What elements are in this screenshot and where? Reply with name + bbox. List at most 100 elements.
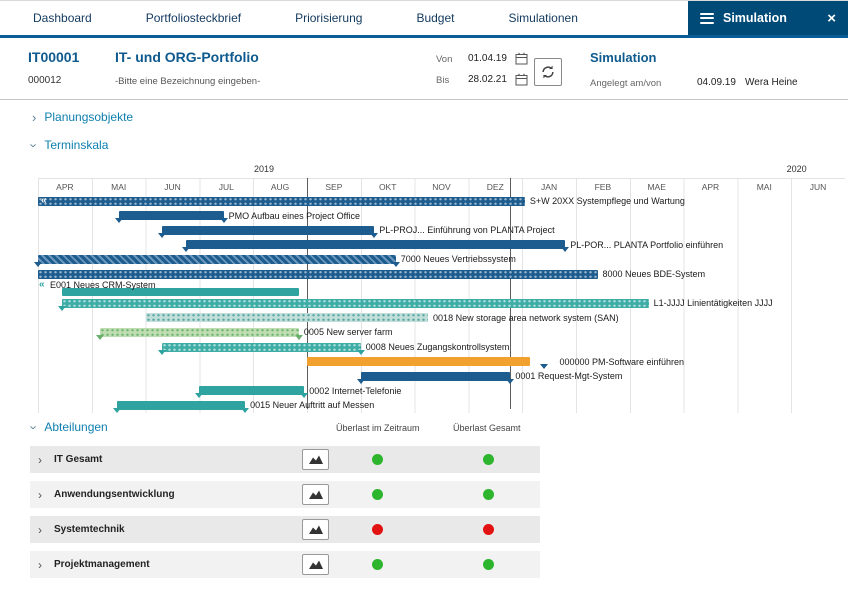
status-dot-red [483,524,494,535]
chart-image-icon [308,490,323,499]
gantt-bar[interactable] [62,298,649,308]
status-dot-green [483,559,494,570]
gantt-rows: S+W 20XX Systempflege und Wartung « PMO Au… [34,178,845,413]
gantt-month-row: APR MAI JUN JUL AUG SEP OKT NOV DEZ JAN FEB MAE APR M… [38,178,845,194]
status-dot-red [372,524,383,535]
portfolio-id: IT00001 [28,49,80,65]
tab-budget[interactable]: Budget [389,1,481,35]
milestone-marker [370,232,379,238]
gantt-bar[interactable] [307,357,531,367]
status-dot-green [483,454,494,465]
department-row: › Anwendungsentwicklung [30,481,540,508]
gantt-bar[interactable] [161,225,375,235]
column-header-ueberlast-zeitraum: Überlast im Zeitraum [336,423,420,433]
month-label: NOV [432,182,451,192]
gantt-bar[interactable] [99,327,299,337]
tab-label: Portfoliosteckbrief [145,11,242,25]
tab-dashboard[interactable]: Dashboard [6,1,119,35]
gantt-task-label: 0018 New storage area network system (SA… [433,312,619,323]
chart-image-icon [308,525,323,534]
milestone-marker [195,393,204,399]
gantt-bar[interactable] [360,371,511,381]
refresh-button[interactable] [534,58,562,86]
status-dot-green [372,454,383,465]
gantt-bar[interactable] [117,400,246,410]
timeline-reference-line [307,178,308,409]
chevron-right-icon[interactable]: › [38,453,42,467]
calendar-icon[interactable] [514,52,528,65]
gantt-bar[interactable] [38,269,598,279]
portfolio-subtitle[interactable]: -Bitte eine Bezeichnung eingeben- [115,76,261,87]
year-label: 2019 [253,164,274,174]
gantt-task-label: 8000 Neues BDE-System [602,269,706,279]
milestone-marker [157,349,166,355]
utilization-chart-button[interactable] [302,484,329,505]
milestone-marker [506,378,515,384]
chevron-right-icon[interactable]: › [32,109,37,125]
gantt-chart: 2019 2020 APR MAI JUN JUL AUG SEP OKT NOV DEZ JAN F… [34,163,845,413]
chevron-down-icon[interactable]: › [26,424,42,430]
tab-label: Priorisierung [295,11,363,25]
section-title: Planungsobjekte [44,110,134,124]
utilization-chart-button[interactable] [302,554,329,575]
tab-priorisierung[interactable]: Priorisierung [268,1,389,35]
milestone-marker [157,232,166,238]
utilization-chart-button[interactable] [302,519,329,540]
section-title: Terminskala [44,138,109,152]
year-label: 2020 [786,164,807,174]
gantt-task-label: PL-POR... PLANTA Portfolio einführen [570,239,724,250]
simulation-title: Simulation [590,50,657,65]
chevron-right-icon[interactable]: › [38,558,42,572]
calendar-icon[interactable] [514,73,528,86]
gantt-bar[interactable] [161,342,361,352]
timeline-reference-line [510,178,512,409]
month-label: OKT [378,182,397,192]
milestone-marker [58,305,67,311]
tab-simulation-active[interactable]: Simulation × [688,1,848,35]
gantt-task-label: 0005 New server farm [303,327,393,338]
gantt-task-label: L1-JJJJ Linientätigkeiten JJJJ [653,298,773,309]
section-abteilungen[interactable]: › Abteilungen [27,420,108,434]
tab-simulationen[interactable]: Simulationen [482,1,605,35]
month-label: JUN [809,182,827,192]
department-label: IT Gesamt [54,454,103,465]
gantt-bar[interactable] [38,254,396,264]
close-icon[interactable]: × [827,9,836,27]
hamburger-menu-icon[interactable] [700,12,714,24]
tab-portfoliosteckbrief[interactable]: Portfoliosteckbrief [119,1,268,35]
portfolio-title: IT- und ORG-Portfolio [115,49,259,65]
chevron-right-icon[interactable]: › [38,523,42,537]
month-label: MAI [111,182,127,192]
department-row: › IT Gesamt [30,446,540,473]
continues-left-icon: « [41,195,47,206]
tab-label: Simulation [723,11,787,25]
month-label: APR [56,182,74,192]
milestone-marker [95,334,104,340]
gantt-task-label: 000000 PM-Software einführen [559,356,685,367]
gantt-task-label: 7000 Neues Vertriebssystem [400,254,516,265]
gantt-bar[interactable] [62,288,299,297]
department-label: Anwendungsentwicklung [54,489,175,500]
section-planungsobjekte[interactable]: › Planungsobjekte [32,110,133,124]
gantt-bar[interactable] [118,211,224,221]
gantt-bar[interactable] [38,196,525,206]
created-by: Wera Heine [745,77,798,88]
gantt-bar[interactable] [145,313,429,323]
bis-date-value[interactable]: 28.02.21 [468,74,507,85]
tab-bar: Dashboard Portfoliosteckbrief Priorisier… [0,0,848,38]
utilization-chart-button[interactable] [302,449,329,470]
section-terminskala[interactable]: › Terminskala [27,138,109,152]
tab-label: Budget [416,11,455,25]
chevron-right-icon[interactable]: › [38,488,42,502]
gantt-bar[interactable] [199,386,305,396]
tab-label: Simulationen [508,11,578,25]
department-row: › Projektmanagement [30,551,540,578]
milestone-marker [34,261,42,267]
gantt-task-label: PL-PROJ... Einführung von PLANTA Project [379,225,555,236]
section-title: Abteilungen [44,420,108,434]
milestone-marker [294,334,303,340]
gantt-bar[interactable] [185,240,566,250]
chevron-down-icon[interactable]: › [26,142,42,148]
von-date-value[interactable]: 01.04.19 [468,53,507,64]
